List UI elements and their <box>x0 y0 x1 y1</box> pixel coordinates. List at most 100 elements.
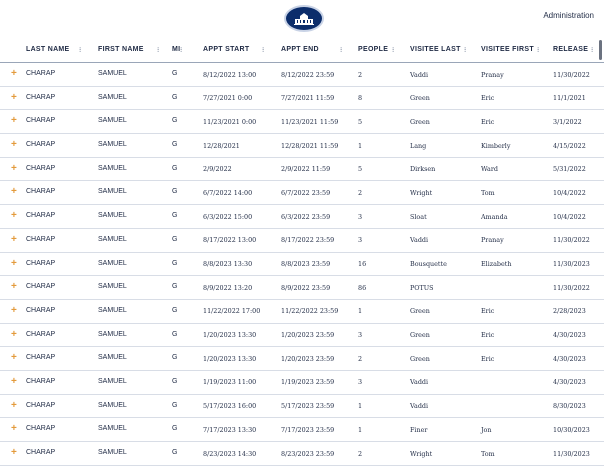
white-house-seal-icon[interactable] <box>284 5 324 32</box>
table-row[interactable]: + CHARAP SAMUEL G 7/27/2021 0:00 7/27/2021 11… <box>0 87 604 111</box>
expand-row-icon[interactable]: + <box>11 375 17 387</box>
cell-appt-end: 1/19/2023 23:59 <box>281 378 335 387</box>
table-row[interactable]: + CHARAP SAMUEL G 1/19/2023 11:00 1/19/2023 2… <box>0 371 604 395</box>
cell-people: 3 <box>358 236 363 245</box>
column-header-first-name[interactable]: FIRST NAME <box>98 46 144 53</box>
cell-visitee-last: Wright <box>410 188 433 197</box>
cell-mi: G <box>172 425 178 433</box>
table-row[interactable]: + CHARAP SAMUEL G 6/3/2022 15:00 6/3/2022 23:… <box>0 205 604 229</box>
cell-people: 3 <box>358 378 363 387</box>
table-row[interactable]: + CHARAP SAMUEL G 11/22/2022 17:00 11/22/2022… <box>0 300 604 324</box>
table-row[interactable]: + CHARAP SAMUEL G 5/17/2023 16:00 5/17/2023 2… <box>0 395 604 419</box>
column-header-last-name[interactable]: LAST NAME <box>26 46 70 53</box>
table-row[interactable]: + CHARAP SAMUEL G 8/8/2023 13:30 8/8/2023 23:… <box>0 253 604 277</box>
table-row[interactable]: + CHARAP SAMUEL G 11/23/2021 0:00 11/23/2021 … <box>0 110 604 135</box>
expand-row-icon[interactable]: + <box>11 210 17 222</box>
table-row[interactable]: + CHARAP SAMUEL G 2/9/2022 2/9/2022 11:59 5 Dir… <box>0 158 604 182</box>
cell-appt-start: 2/9/2022 <box>203 165 232 174</box>
column-header-visitee-first[interactable]: VISITEE FIRST <box>481 46 534 53</box>
sort-icon[interactable]: ⁝ <box>79 47 82 54</box>
cell-visitee-last: POTUS <box>410 283 434 292</box>
cell-visitee-last: Sloat <box>410 212 427 221</box>
expand-row-icon[interactable]: + <box>11 281 17 293</box>
cell-first-name: SAMUEL <box>98 377 127 385</box>
column-header-appt-end[interactable]: APPT END <box>281 46 319 53</box>
column-header-people[interactable]: PEOPLE <box>358 46 389 53</box>
table-row[interactable]: + CHARAP SAMUEL G 8/9/2022 13:20 8/9/2022 23:… <box>0 276 604 300</box>
cell-appt-start: 8/17/2022 13:00 <box>203 236 257 245</box>
cell-release: 4/30/2023 <box>553 331 586 340</box>
cell-mi: G <box>172 70 178 77</box>
cell-appt-start: 8/8/2023 13:30 <box>203 260 253 268</box>
column-header-appt-start[interactable]: APPT START <box>203 46 250 53</box>
expand-row-icon[interactable]: + <box>11 68 17 79</box>
table-row[interactable]: + CHARAP SAMUEL G 12/28/2021 12/28/2021 11:59… <box>0 134 604 158</box>
table-row[interactable]: + CHARAP SAMUEL G 7/17/2023 13:30 7/17/2023 2… <box>0 418 604 442</box>
cell-last-name: CHARAP <box>26 354 56 362</box>
expand-row-icon[interactable]: + <box>11 423 17 435</box>
expand-row-icon[interactable]: + <box>11 304 17 316</box>
column-header-mi[interactable]: MI <box>172 46 181 53</box>
expand-row-icon[interactable]: + <box>11 162 17 174</box>
sort-icon[interactable]: ⁝ <box>157 47 160 54</box>
cell-mi: G <box>172 377 178 385</box>
cell-visitee-first: Eric <box>481 117 495 126</box>
expand-row-icon[interactable]: + <box>11 233 17 245</box>
scrollbar[interactable] <box>599 40 602 60</box>
cell-release: 10/30/2023 <box>553 425 590 434</box>
expand-row-icon[interactable]: + <box>11 257 17 269</box>
sort-icon[interactable]: ⁝ <box>464 47 467 54</box>
cell-last-name: CHARAP <box>26 70 56 77</box>
cell-people: 5 <box>358 117 363 126</box>
cell-first-name: SAMUEL <box>98 141 127 149</box>
sort-icon[interactable]: ⁝ <box>537 47 540 54</box>
cell-visitee-first: Elizabeth <box>481 260 512 268</box>
top-bar: Administration <box>0 0 604 36</box>
cell-first-name: SAMUEL <box>98 401 127 409</box>
cell-release: 11/30/2022 <box>553 236 590 245</box>
table-row[interactable]: + CHARAP SAMUEL G 1/20/2023 13:30 1/20/2023 2… <box>0 347 604 371</box>
cell-visitee-first: Eric <box>481 354 495 363</box>
sort-icon[interactable]: ⁝ <box>262 47 265 54</box>
cell-last-name: CHARAP <box>26 330 56 338</box>
expand-row-icon[interactable]: + <box>11 399 17 411</box>
sort-icon[interactable]: ⁝ <box>180 47 183 54</box>
sort-icon[interactable]: ⁝ <box>591 47 594 54</box>
cell-visitee-last: Green <box>410 354 430 363</box>
expand-row-icon[interactable]: + <box>11 352 17 364</box>
cell-appt-end: 8/9/2022 23:59 <box>281 283 331 292</box>
column-header-visitee-last[interactable]: VISITEE LAST <box>410 46 461 53</box>
sort-icon[interactable]: ⁝ <box>392 47 395 54</box>
cell-visitee-first: Eric <box>481 307 495 316</box>
cell-release: 8/30/2023 <box>553 402 586 411</box>
cell-visitee-last: Green <box>410 94 430 103</box>
column-header-release[interactable]: RELEASE <box>553 46 589 53</box>
expand-row-icon[interactable]: + <box>11 328 17 340</box>
cell-visitee-last: Wright <box>410 449 433 458</box>
expand-row-icon[interactable]: + <box>11 91 17 103</box>
expand-row-icon[interactable]: + <box>11 447 17 458</box>
cell-visitee-last: Vaddi <box>410 236 429 245</box>
table-row[interactable]: + CHARAP SAMUEL G 8/12/2022 13:00 8/12/2022 2… <box>0 63 604 87</box>
cell-visitee-first: Eric <box>481 94 495 103</box>
administration-link[interactable]: Administration <box>543 11 594 20</box>
table-row[interactable]: + CHARAP SAMUEL G 8/17/2022 13:00 8/17/2022 2… <box>0 229 604 253</box>
cell-last-name: CHARAP <box>26 188 56 196</box>
cell-last-name: CHARAP <box>26 425 56 433</box>
table-row[interactable]: + CHARAP SAMUEL G 1/20/2023 13:30 1/20/2023 2… <box>0 324 604 348</box>
cell-last-name: CHARAP <box>26 235 56 243</box>
cell-appt-end: 6/3/2022 23:59 <box>281 212 331 221</box>
expand-row-icon[interactable]: + <box>11 139 17 151</box>
cell-release: 11/30/2022 <box>553 283 590 292</box>
cell-people: 86 <box>358 283 367 292</box>
cell-first-name: SAMUEL <box>98 212 127 220</box>
cell-last-name: CHARAP <box>26 306 56 314</box>
cell-appt-end: 8/8/2023 23:59 <box>281 260 331 268</box>
expand-row-icon[interactable]: + <box>11 186 17 198</box>
cell-first-name: SAMUEL <box>98 188 127 196</box>
table-row[interactable]: + CHARAP SAMUEL G 6/7/2022 14:00 6/7/2022 23:… <box>0 181 604 206</box>
table-row[interactable]: + CHARAP SAMUEL G 8/23/2023 14:30 8/23/2023 2… <box>0 442 604 466</box>
sort-icon[interactable]: ⁝ <box>340 47 343 54</box>
cell-last-name: CHARAP <box>26 164 56 172</box>
expand-row-icon[interactable]: + <box>11 115 17 127</box>
